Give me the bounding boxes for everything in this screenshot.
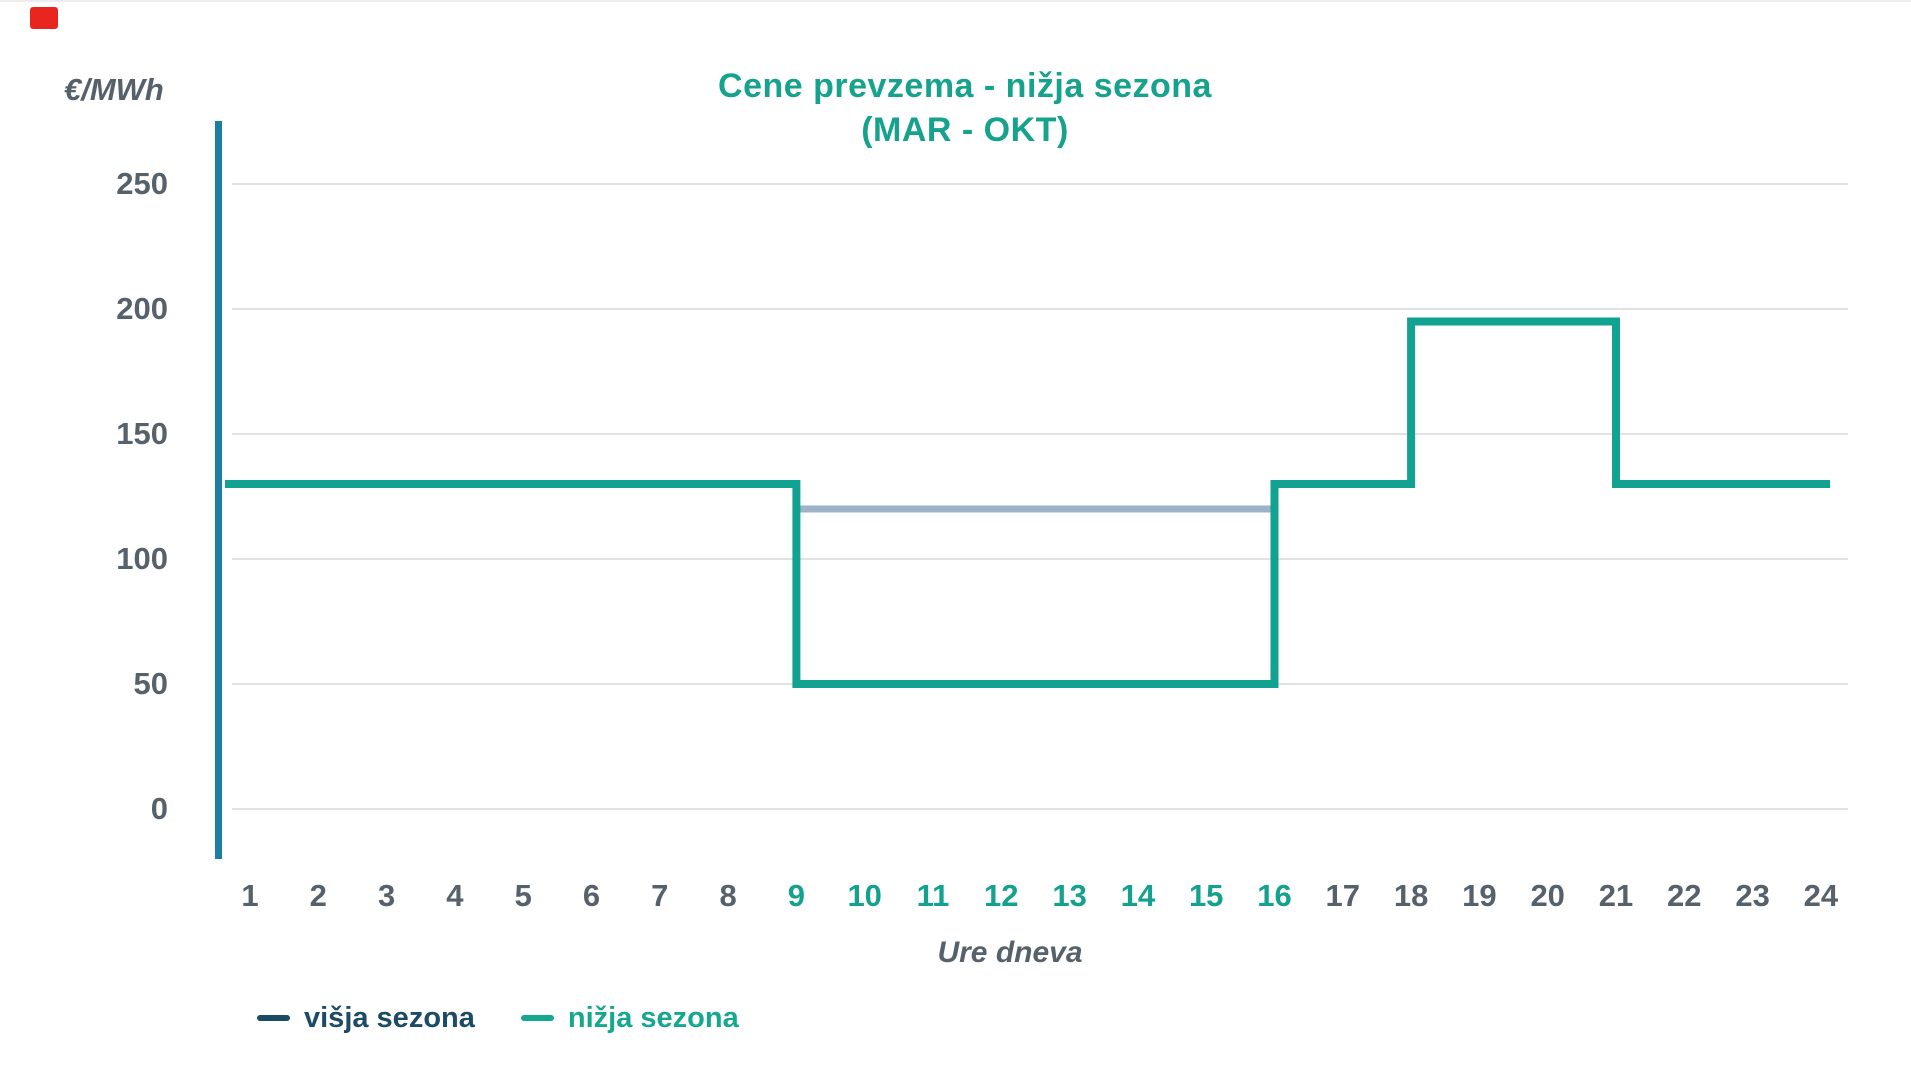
red-marker [30,7,58,29]
x-tick-label-8: 8 [719,878,737,913]
x-tick-label-13: 13 [1052,878,1087,913]
legend: višja sezona nižja sezona [257,998,739,1038]
x-tick-label-10: 10 [847,878,882,913]
x-tick-label-4: 4 [446,878,464,913]
x-tick-label-15: 15 [1188,878,1224,913]
x-tick-label-5: 5 [514,878,532,913]
y-tick-label-100: 100 [116,541,168,576]
x-tick-label-1: 1 [241,878,259,913]
x-tick-label-7: 7 [651,878,669,913]
x-tick-label-2: 2 [309,878,327,913]
series-nizja-sezona-line [225,317,1830,688]
y-tick-label-50: 50 [133,666,168,701]
x-tick-label-21: 21 [1598,878,1634,913]
y-tick-label-200: 200 [116,291,168,326]
y-tick-label-250: 250 [116,166,168,201]
x-tick-label-18: 18 [1393,878,1429,913]
x-tick-label-3: 3 [377,878,396,913]
x-tick-label-20: 20 [1530,878,1565,913]
x-tick-label-23: 23 [1735,878,1770,913]
x-tick-label-6: 6 [582,878,601,913]
legend-item-visja-sezona: višja sezona [257,1002,475,1035]
y-tick-label-0: 0 [150,791,168,826]
legend-label-nizja: nižja sezona [567,1001,739,1034]
x-tick-label-9: 9 [787,878,806,913]
x-tick-label-16: 16 [1257,878,1292,913]
legend-line-swatch-visja [257,1015,290,1021]
y-tick-label-150: 150 [116,416,168,451]
x-tick-label-11: 11 [916,878,950,913]
chart-title-line2: (MAR - OKT) [861,111,1069,149]
chart-title-line1: Cene prevzema - nižja sezona [718,67,1212,105]
legend-line-swatch-nizja [520,1015,554,1021]
x-tick-label-22: 22 [1667,878,1702,913]
x-tick-label-24: 24 [1803,878,1839,913]
x-tick-label-14: 14 [1120,878,1156,913]
legend-label-visja: višja sezona [304,1001,475,1034]
x-tick-label-19: 19 [1462,878,1497,913]
x-tick-label-17: 17 [1325,878,1361,913]
y-axis-unit-label: €/MWh [64,72,164,107]
x-axis-title: Ure dneva [937,936,1083,969]
x-tick-label-12: 12 [984,878,1019,913]
chart-title: Cene prevzema - nižja sezona (MAR - OKT) [365,64,1565,152]
legend-item-nizja-sezona: nižja sezona [520,1001,739,1035]
